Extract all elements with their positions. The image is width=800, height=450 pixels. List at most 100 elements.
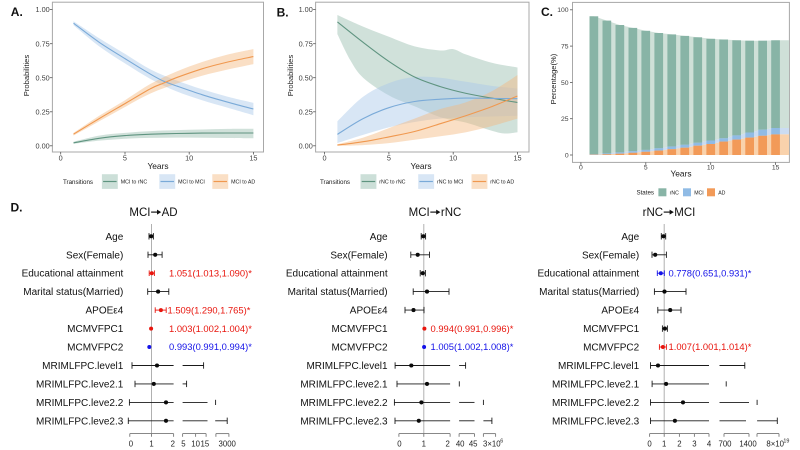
- svg-text:A.: A.: [11, 5, 23, 19]
- svg-text:MCI: MCI: [129, 207, 150, 219]
- svg-text:10: 10: [185, 153, 193, 162]
- svg-text:0.994(0.991,0.996)*: 0.994(0.991,0.996)*: [431, 323, 514, 334]
- svg-text:Marital status(Married): Marital status(Married): [23, 287, 123, 298]
- svg-text:1: 1: [422, 440, 426, 449]
- svg-text:0.25: 0.25: [299, 107, 313, 116]
- svg-text:Age: Age: [370, 232, 388, 243]
- svg-text:2: 2: [171, 440, 175, 449]
- svg-text:75: 75: [561, 43, 569, 50]
- svg-text:Years: Years: [670, 169, 691, 179]
- svg-text:15: 15: [513, 153, 521, 162]
- svg-text:Sex(Female): Sex(Female): [330, 250, 387, 261]
- svg-text:MCI: MCI: [694, 190, 704, 196]
- svg-text:MCI: MCI: [409, 207, 430, 219]
- svg-text:MCI to AD: MCI to AD: [231, 180, 255, 186]
- svg-text:MCI to MCI: MCI to MCI: [178, 180, 205, 186]
- svg-text:15: 15: [249, 153, 257, 162]
- svg-text:MCI: MCI: [674, 207, 695, 219]
- svg-text:3: 3: [692, 440, 696, 449]
- svg-text:5: 5: [181, 440, 186, 449]
- svg-text:1.005(1.002,1.008)*: 1.005(1.002,1.008)*: [431, 341, 514, 352]
- svg-text:45: 45: [469, 440, 478, 449]
- svg-text:APOEε4: APOEε4: [85, 306, 123, 317]
- svg-text:0.778(0.651,0.931)*: 0.778(0.651,0.931)*: [669, 267, 752, 278]
- svg-text:0.993(0.991,0.994)*: 0.993(0.991,0.994)*: [169, 341, 252, 352]
- svg-text:rNC to rNC: rNC to rNC: [379, 180, 405, 186]
- svg-text:5: 5: [644, 165, 648, 172]
- svg-text:Percentage(%): Percentage(%): [549, 53, 558, 104]
- svg-text:MCMVFPC1: MCMVFPC1: [583, 324, 640, 335]
- svg-text:MRIMLFPC.leve2.2: MRIMLFPC.leve2.2: [300, 398, 388, 409]
- svg-text:States: States: [636, 190, 654, 197]
- svg-text:Probabilities: Probabilities: [22, 55, 31, 97]
- svg-text:0.00: 0.00: [35, 141, 49, 150]
- svg-text:rNC to MCI: rNC to MCI: [437, 180, 464, 186]
- svg-text:MRIMLFPC.leve2.1: MRIMLFPC.leve2.1: [552, 379, 640, 390]
- svg-text:MRIMLFPC.leve2.1: MRIMLFPC.leve2.1: [300, 379, 388, 390]
- svg-text:C.: C.: [541, 5, 553, 19]
- svg-text:6: 6: [500, 438, 503, 444]
- svg-text:3000: 3000: [219, 440, 237, 449]
- svg-text:Probabilities: Probabilities: [286, 55, 295, 97]
- svg-text:50: 50: [561, 80, 569, 87]
- svg-text:0.25: 0.25: [35, 107, 49, 116]
- svg-text:MRIMLFPC.leve2.2: MRIMLFPC.leve2.2: [36, 398, 124, 409]
- svg-text:MRIMLFPC.level1: MRIMLFPC.level1: [558, 361, 640, 372]
- svg-text:MCMVFPC2: MCMVFPC2: [331, 343, 388, 354]
- svg-text:2: 2: [446, 440, 450, 449]
- svg-text:Marital status(Married): Marital status(Married): [288, 287, 388, 298]
- svg-text:1.509(1.290,1.765)*: 1.509(1.290,1.765)*: [168, 304, 251, 315]
- svg-text:15: 15: [772, 165, 780, 172]
- svg-text:rNC: rNC: [670, 190, 679, 196]
- svg-text:1.003(1.002,1.004)*: 1.003(1.002,1.004)*: [169, 323, 252, 334]
- svg-text:1.00: 1.00: [299, 5, 313, 14]
- svg-text:Marital status(Married): Marital status(Married): [539, 287, 639, 298]
- svg-text:19: 19: [783, 438, 789, 444]
- svg-text:rNC: rNC: [441, 207, 461, 219]
- svg-text:0: 0: [129, 440, 134, 449]
- svg-text:0.00: 0.00: [299, 141, 313, 150]
- svg-text:10: 10: [449, 153, 457, 162]
- svg-text:MRIMLFPC.leve2.3: MRIMLFPC.leve2.3: [552, 416, 640, 427]
- svg-text:rNC to AD: rNC to AD: [490, 180, 514, 186]
- svg-text:Transitions: Transitions: [320, 179, 350, 186]
- svg-text:MCMVFPC2: MCMVFPC2: [67, 343, 124, 354]
- svg-text:0: 0: [565, 152, 569, 159]
- svg-text:APOEε4: APOEε4: [350, 306, 388, 317]
- svg-text:D.: D.: [11, 201, 23, 215]
- svg-text:0: 0: [322, 153, 326, 162]
- svg-text:MCI to rNC: MCI to rNC: [121, 180, 148, 186]
- svg-text:Educational attainment: Educational attainment: [22, 269, 124, 280]
- svg-text:Transitions: Transitions: [63, 179, 93, 186]
- svg-text:4: 4: [707, 440, 712, 449]
- svg-text:5: 5: [123, 153, 127, 162]
- svg-text:0: 0: [59, 153, 63, 162]
- svg-text:MRIMLFPC.level1: MRIMLFPC.level1: [42, 361, 124, 372]
- svg-text:1400: 1400: [739, 440, 757, 449]
- svg-text:Years: Years: [410, 161, 431, 171]
- svg-text:Years: Years: [147, 161, 168, 171]
- svg-text:0: 0: [647, 440, 652, 449]
- svg-text:40: 40: [456, 440, 465, 449]
- svg-text:1.00: 1.00: [35, 5, 49, 14]
- svg-text:MCMVFPC1: MCMVFPC1: [67, 324, 124, 335]
- svg-text:rNC: rNC: [643, 207, 663, 219]
- svg-text:MRIMLFPC.leve2.3: MRIMLFPC.leve2.3: [300, 416, 388, 427]
- svg-text:Educational attainment: Educational attainment: [537, 269, 639, 280]
- svg-text:B.: B.: [277, 5, 289, 19]
- svg-text:15: 15: [201, 440, 210, 449]
- svg-text:MRIMLFPC.level1: MRIMLFPC.level1: [306, 361, 388, 372]
- svg-text:1.007(1.001,1.014)*: 1.007(1.001,1.014)*: [669, 341, 752, 352]
- svg-text:0: 0: [397, 440, 402, 449]
- svg-text:1: 1: [149, 440, 153, 449]
- svg-text:25: 25: [561, 116, 569, 123]
- svg-text:1: 1: [662, 440, 666, 449]
- svg-text:0.50: 0.50: [35, 73, 49, 82]
- svg-text:2: 2: [677, 440, 681, 449]
- svg-text:MRIMLFPC.leve2.3: MRIMLFPC.leve2.3: [36, 416, 124, 427]
- svg-text:Age: Age: [621, 232, 639, 243]
- svg-text:MRIMLFPC.leve2.2: MRIMLFPC.leve2.2: [552, 398, 640, 409]
- svg-text:0.50: 0.50: [299, 73, 313, 82]
- svg-text:AD: AD: [162, 207, 178, 219]
- svg-text:8×10: 8×10: [766, 440, 784, 449]
